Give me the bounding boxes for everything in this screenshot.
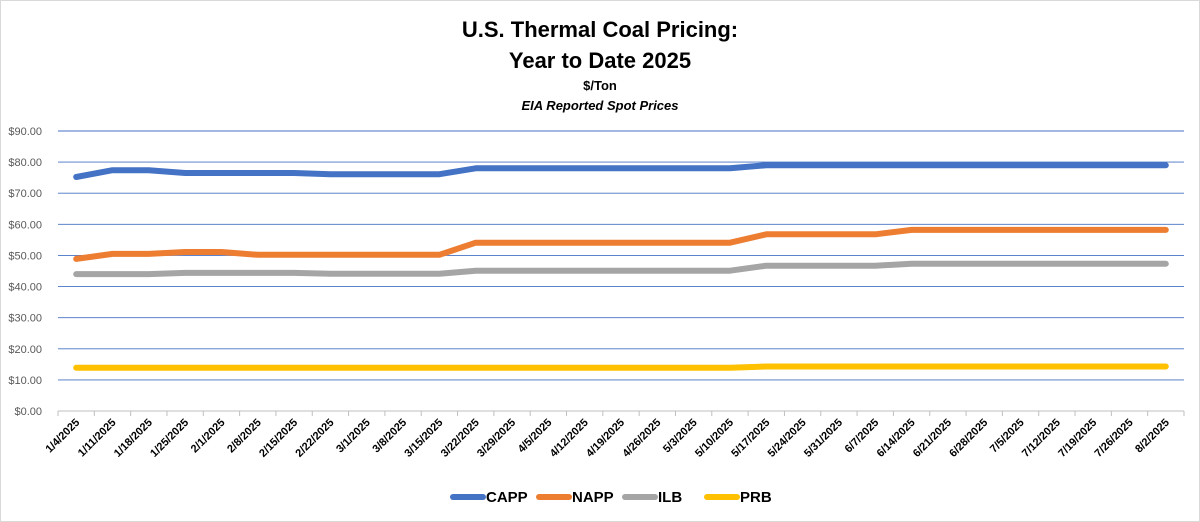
legend-label-capp: CAPP xyxy=(486,489,528,506)
x-tick-label: 3/15/2025 xyxy=(402,417,445,460)
x-axis: 1/4/20251/11/20251/18/20251/25/20252/1/2… xyxy=(44,411,1185,460)
x-tick-label: 7/19/2025 xyxy=(1056,417,1099,460)
x-tick-label: 7/12/2025 xyxy=(1020,417,1063,460)
x-tick-label: 4/12/2025 xyxy=(548,417,591,460)
x-tick-label: 5/10/2025 xyxy=(693,417,736,460)
x-tick-label: 5/24/2025 xyxy=(766,417,809,460)
x-tick-label: 1/25/2025 xyxy=(148,417,191,460)
x-tick-label: 2/22/2025 xyxy=(293,417,336,460)
x-tick-label: 7/26/2025 xyxy=(1093,417,1136,460)
x-tick-label: 6/21/2025 xyxy=(911,417,954,460)
x-tick-label: 5/17/2025 xyxy=(729,417,772,460)
legend-label-napp: NAPP xyxy=(572,489,614,506)
y-tick-label: $10.00 xyxy=(8,375,42,387)
y-tick-label: $60.00 xyxy=(8,219,42,231)
series-line-prb xyxy=(73,363,1169,371)
y-tick-label: $30.00 xyxy=(8,313,42,325)
y-axis: $0.00 $10.00 $20.00 $30.00 $40.00 $50.00 $60.0… xyxy=(8,126,42,418)
x-tick-label: 4/19/2025 xyxy=(584,417,627,460)
x-tick-label: 3/22/2025 xyxy=(439,417,482,460)
x-tick-label: 5/31/2025 xyxy=(802,417,845,460)
x-tick-label: 1/18/2025 xyxy=(112,417,155,460)
x-tick-label: 3/29/2025 xyxy=(475,417,518,460)
y-tick-label: $40.00 xyxy=(8,282,42,294)
x-tick-label: 2/1/2025 xyxy=(189,417,228,456)
chart-title-line2: Year to Date 2025 xyxy=(509,48,691,73)
series-line-napp xyxy=(73,226,1169,262)
chart-subtitle: $/Ton xyxy=(583,78,617,93)
y-tick-label: $70.00 xyxy=(8,188,42,200)
series-lines xyxy=(73,162,1169,371)
y-tick-label: $0.00 xyxy=(14,406,42,418)
x-tick-label: 8/2/2025 xyxy=(1133,417,1172,456)
y-tick-label: $20.00 xyxy=(8,344,42,356)
x-tick-label: 4/26/2025 xyxy=(620,417,663,460)
x-tick-label: 6/28/2025 xyxy=(947,417,990,460)
x-tick-label: 2/15/2025 xyxy=(257,417,300,460)
y-tick-label: $90.00 xyxy=(8,126,42,138)
legend-label-prb: PRB xyxy=(740,489,772,506)
legend-label-ilb: ILB xyxy=(658,489,682,506)
x-tick-label: 6/14/2025 xyxy=(875,417,918,460)
series-line-ilb xyxy=(73,260,1169,278)
x-tick-label: 3/1/2025 xyxy=(334,417,373,456)
y-tick-label: $50.00 xyxy=(8,250,42,262)
chart-title-line1: U.S. Thermal Coal Pricing: xyxy=(462,17,738,42)
series-line-capp xyxy=(73,162,1169,180)
chart-subtitle-source: EIA Reported Spot Prices xyxy=(522,98,679,113)
legend: CAPP NAPP ILB PRB xyxy=(450,489,772,506)
y-tick-label: $80.00 xyxy=(8,157,42,169)
